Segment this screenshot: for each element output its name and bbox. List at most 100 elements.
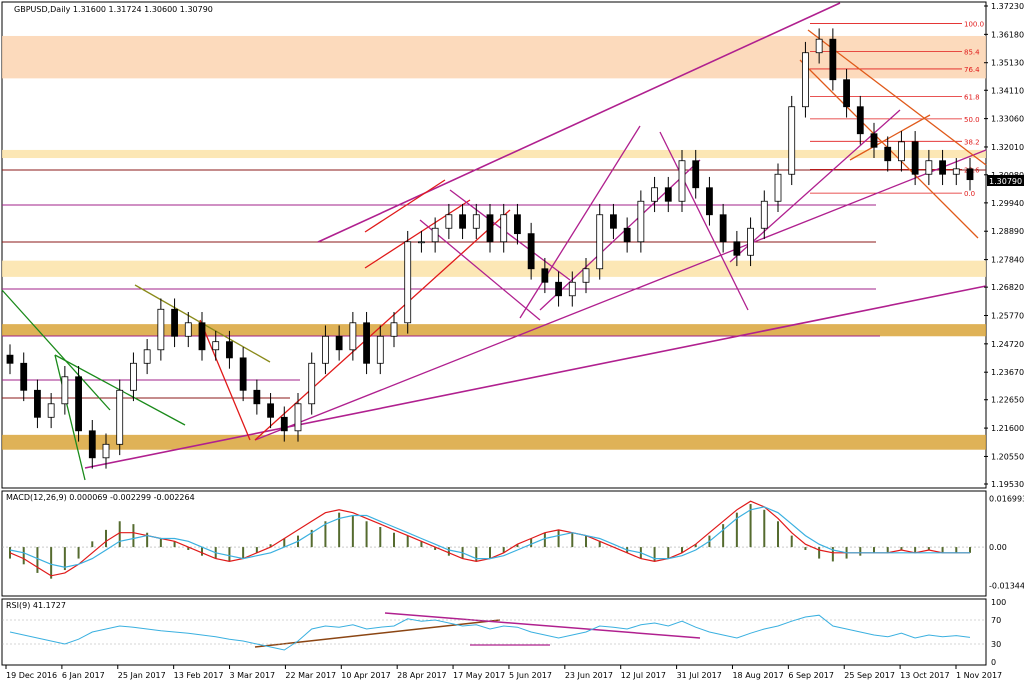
- candle-body: [6, 354, 14, 364]
- trendline: [199, 319, 251, 441]
- price-zone: [2, 260, 986, 277]
- trendline: [659, 131, 749, 311]
- candle-body: [472, 214, 480, 229]
- current-price-box: [987, 175, 1024, 186]
- candle-body: [75, 376, 82, 432]
- candle-body: [706, 187, 713, 216]
- time-tick-label: 25 Sep 2017: [844, 671, 895, 680]
- candle-body: [802, 52, 809, 108]
- time-tick-label: 19 Dec 2016: [6, 671, 57, 680]
- candle-body: [774, 173, 782, 202]
- candle-body: [692, 160, 700, 189]
- rsi-tick-label: 100: [991, 598, 1006, 607]
- price-tick-label: 1.20550: [991, 452, 1024, 461]
- candle-body: [637, 200, 645, 243]
- candle-body: [322, 335, 329, 364]
- fib-level-label: 50.0: [964, 116, 980, 124]
- candle-body: [418, 241, 425, 244]
- trendline: [317, 2, 841, 243]
- time-tick-label: 1 Nov 2017: [956, 671, 1002, 680]
- price-zone: [2, 434, 986, 450]
- candle-body: [555, 281, 562, 297]
- time-tick-label: 18 Aug 2017: [732, 671, 783, 680]
- trendline: [419, 219, 541, 321]
- candle-body: [610, 214, 617, 229]
- price-zone: [2, 35, 986, 63]
- candle-body: [514, 214, 521, 235]
- candle-body: [404, 241, 412, 324]
- rsi-panel[interactable]: [1, 598, 987, 666]
- fib-level-label: 0.0: [964, 190, 975, 198]
- candle-body: [788, 106, 796, 175]
- trendline: [364, 179, 446, 233]
- rsi-divergence-line: [384, 612, 701, 639]
- price-tick-label: 1.28890: [991, 227, 1024, 236]
- candle-body: [171, 308, 178, 337]
- candle-body: [226, 341, 233, 359]
- candle-body: [719, 214, 727, 243]
- time-tick-label: 6 Jan 2017: [62, 671, 105, 680]
- zones-layer: [2, 35, 986, 450]
- price-tick-label: 1.35130: [991, 59, 1024, 68]
- candle-body: [856, 106, 864, 135]
- candle-body: [267, 403, 274, 418]
- candle-body: [760, 200, 768, 229]
- candle-body: [678, 160, 686, 202]
- time-tick-label: 13 Feb 2017: [174, 671, 224, 680]
- trendline: [254, 149, 987, 441]
- candle-body: [486, 214, 494, 243]
- candle-body: [733, 241, 741, 256]
- fib-level-label: 100.0: [964, 21, 984, 29]
- candle-body: [143, 349, 151, 364]
- price-tick-label: 1.27840: [991, 256, 1024, 265]
- time-tick-label: 31 Jul 2017: [677, 671, 722, 680]
- candle-body: [157, 308, 165, 351]
- candle-body: [61, 376, 69, 405]
- candle-body: [116, 389, 124, 445]
- price-tick-label: 1.21600: [991, 424, 1024, 433]
- macd-header: MACD(12,26,9) 0.000069 -0.002299 -0.0022…: [6, 493, 195, 502]
- trendline: [807, 29, 987, 166]
- candle-body: [623, 227, 631, 243]
- candle-body: [966, 168, 974, 181]
- candle-body: [130, 362, 137, 391]
- time-tick-label: 12 Jul 2017: [621, 671, 666, 680]
- fib-level-label: 76.4: [964, 66, 980, 74]
- candle-body: [829, 38, 837, 81]
- macd-series: [9, 500, 971, 579]
- price-tick-label: 1.29940: [991, 199, 1024, 208]
- time-tick-label: 3 Mar 2017: [230, 671, 276, 680]
- candle-body: [843, 79, 850, 108]
- price-tick-label: 1.32010: [991, 143, 1024, 152]
- candle-body: [239, 357, 247, 391]
- candle-body: [747, 227, 754, 256]
- candle-body: [911, 141, 919, 175]
- fib-level-label: 61.8: [964, 93, 980, 101]
- candle-body: [198, 322, 206, 351]
- macd-panel[interactable]: [1, 490, 987, 597]
- macd-tick-label: 0.00: [989, 543, 1007, 552]
- candle-body: [870, 133, 878, 148]
- fib-level-label: 38.2: [964, 138, 980, 146]
- candle-body: [445, 214, 453, 229]
- candle-body: [47, 403, 55, 418]
- price-tick-label: 1.22650: [991, 396, 1024, 405]
- fib-level-label: 85.4: [964, 48, 980, 56]
- macd-signal-line: [9, 506, 970, 568]
- macd-tick-label: -0.013446: [989, 582, 1024, 591]
- trendline: [1, 289, 111, 411]
- candle-body: [898, 141, 905, 162]
- price-tick-label: 1.34110: [991, 86, 1024, 95]
- time-tick-label: 23 Jun 2017: [565, 671, 613, 680]
- candle-body: [308, 362, 316, 405]
- candle-body: [459, 214, 466, 229]
- candle-body: [294, 403, 302, 432]
- trendline: [539, 159, 701, 311]
- candle-body: [349, 322, 357, 351]
- trendline: [519, 125, 641, 319]
- price-axis: 1.37230 1.36180 1.35130 1.34110 1.33060 1.320…: [984, 2, 1024, 489]
- candle-body: [390, 322, 398, 337]
- main-panel[interactable]: [1, 1, 987, 489]
- candle-body: [939, 160, 946, 175]
